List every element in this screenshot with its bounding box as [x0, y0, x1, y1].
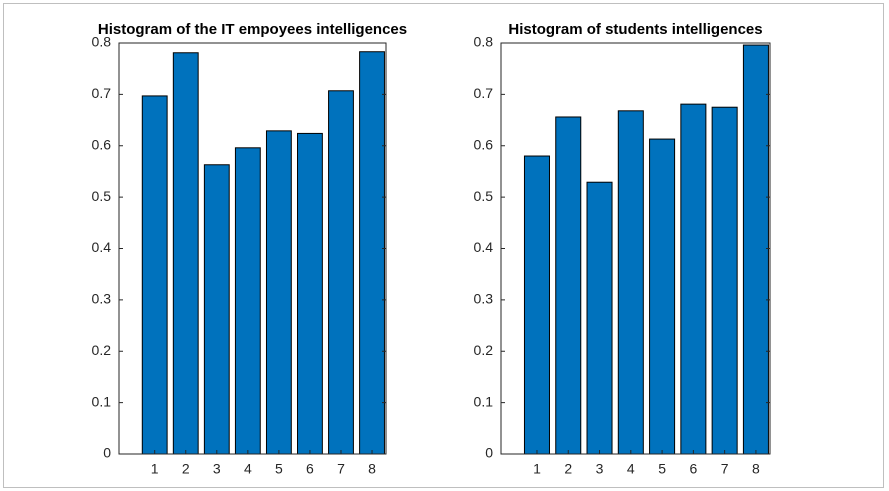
- y-tick-label: 0.5: [474, 188, 494, 204]
- x-tick-label: 3: [213, 461, 221, 477]
- bar: [297, 132, 323, 455]
- x-tick-label: 4: [244, 461, 252, 477]
- bar: [359, 51, 385, 455]
- bar: [523, 155, 550, 455]
- x-tick-label: 5: [275, 461, 283, 477]
- bar: [328, 90, 354, 455]
- x-tick-label: 2: [182, 461, 190, 477]
- y-tick-label: 0.6: [92, 136, 112, 152]
- y-tick-label: 0.8: [92, 34, 112, 50]
- bar: [234, 147, 261, 455]
- y-tick-label: 0.5: [92, 188, 112, 204]
- x-tick-label: 1: [533, 461, 541, 477]
- x-tick-label: 1: [151, 461, 159, 477]
- bar: [586, 181, 613, 455]
- y-tick-label: 0.1: [92, 393, 112, 409]
- bar: [141, 95, 168, 455]
- y-tick-label: 0.8: [474, 34, 494, 50]
- y-tick-label: 0.3: [92, 291, 112, 307]
- x-tick-label: 2: [564, 461, 572, 477]
- chart-title: Histogram of students intelligences: [508, 21, 762, 38]
- bar: [265, 130, 292, 455]
- y-tick-label: 0.6: [474, 136, 494, 152]
- x-tick-label: 8: [368, 461, 376, 477]
- y-tick-label: 0.7: [92, 85, 112, 101]
- bar: [649, 138, 676, 455]
- y-tick-label: 0.4: [474, 239, 494, 255]
- bar: [742, 44, 769, 455]
- bar: [680, 103, 707, 455]
- axes-box: [500, 42, 771, 455]
- y-tick-label: 0.2: [474, 342, 494, 358]
- y-tick-label: 0.7: [474, 85, 494, 101]
- x-tick-label: 8: [752, 461, 760, 477]
- chart-title: Histogram of the IT empoyees intelligenc…: [98, 21, 407, 38]
- axes-box: [118, 42, 387, 455]
- x-tick-label: 6: [689, 461, 697, 477]
- bar: [203, 164, 230, 455]
- x-tick-label: 7: [337, 461, 345, 477]
- bar: [711, 106, 738, 455]
- y-tick-label: 0: [485, 445, 493, 461]
- bar: [555, 116, 582, 455]
- x-tick-label: 3: [596, 461, 604, 477]
- bar: [617, 110, 644, 455]
- bar: [172, 52, 199, 455]
- y-tick-label: 0.1: [474, 393, 494, 409]
- y-tick-label: 0.3: [474, 291, 494, 307]
- x-tick-label: 4: [627, 461, 635, 477]
- x-tick-label: 7: [721, 461, 729, 477]
- x-tick-label: 6: [306, 461, 314, 477]
- y-tick-label: 0: [103, 445, 111, 461]
- y-tick-label: 0.4: [92, 239, 112, 255]
- x-tick-label: 5: [658, 461, 666, 477]
- y-tick-label: 0.2: [92, 342, 112, 358]
